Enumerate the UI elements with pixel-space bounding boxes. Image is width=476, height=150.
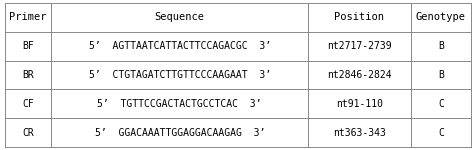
Text: B: B [438,70,444,80]
Text: 5’  CTGTAGATCTTGTTCCCAAGAAT  3’: 5’ CTGTAGATCTTGTTCCCAAGAAT 3’ [89,70,271,80]
Text: 5’  TGTTCCGACTACTGCCTCAC  3’: 5’ TGTTCCGACTACTGCCTCAC 3’ [98,99,262,109]
Text: B: B [438,41,444,51]
Text: nt363-343: nt363-343 [333,128,386,138]
Text: nt2717-2739: nt2717-2739 [327,41,392,51]
Text: BF: BF [22,41,34,51]
Text: CR: CR [22,128,34,138]
Text: C: C [438,128,444,138]
Text: 5’  GGACAAATTGGAGGACAAGAG  3’: 5’ GGACAAATTGGAGGACAAGAG 3’ [95,128,265,138]
Text: C: C [438,99,444,109]
Text: Genotype: Genotype [416,12,466,22]
Text: Position: Position [334,12,384,22]
Text: Sequence: Sequence [155,12,205,22]
Text: nt91-110: nt91-110 [336,99,383,109]
Text: CF: CF [22,99,34,109]
Text: nt2846-2824: nt2846-2824 [327,70,392,80]
Text: BR: BR [22,70,34,80]
Text: Primer: Primer [10,12,47,22]
Text: 5’  AGTTAATCATTACTTCCAGACGC  3’: 5’ AGTTAATCATTACTTCCAGACGC 3’ [89,41,271,51]
